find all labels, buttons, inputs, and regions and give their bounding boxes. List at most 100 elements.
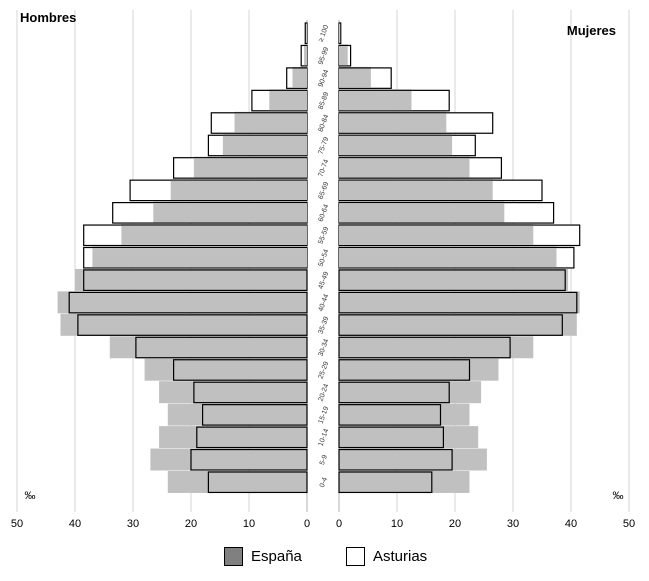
legend-swatch-espana bbox=[224, 546, 243, 566]
bar-espana-hombres-inner bbox=[121, 225, 308, 245]
bar-asturias-hombres bbox=[77, 314, 308, 336]
unit-label-right: ‰ bbox=[613, 490, 624, 502]
bar-espana-mujeres-inner bbox=[339, 248, 557, 268]
bar-espana-hombres-inner bbox=[269, 90, 307, 111]
age-label: 85-89 bbox=[318, 91, 331, 110]
bar-espana-mujeres bbox=[339, 426, 479, 449]
legend: España Asturias bbox=[0, 541, 649, 571]
bar-espana-mujeres bbox=[339, 358, 499, 381]
bar-asturias-hombres bbox=[193, 381, 308, 404]
bar-espana-hombres bbox=[150, 448, 307, 471]
tick-label-left: 50 bbox=[11, 518, 23, 530]
bar-espana-mujeres-inner bbox=[339, 113, 447, 133]
age-label: 20-24 bbox=[318, 383, 331, 402]
bar-espana-hombres-inner bbox=[170, 180, 307, 200]
bar-asturias-mujeres bbox=[338, 269, 566, 292]
tick-label-right: 10 bbox=[391, 518, 403, 530]
tick-label-right: 50 bbox=[623, 518, 635, 530]
bar-asturias-mujeres bbox=[338, 471, 433, 494]
pyramid-plot-area: ≥ 100 95-99 90-94 85-89 80-84 75-79 70-74 65-69… bbox=[11, 10, 635, 530]
bar-espana-hombres-inner bbox=[292, 68, 307, 88]
bar-espana-mujeres bbox=[339, 403, 470, 426]
title-hombres: Hombres bbox=[20, 10, 76, 25]
bar-asturias-hombres bbox=[173, 359, 308, 381]
bar-espana-hombres-inner bbox=[193, 158, 307, 178]
bar-asturias-mujeres bbox=[338, 314, 563, 336]
bar-asturias-mujeres bbox=[338, 426, 445, 449]
age-label: 80-84 bbox=[318, 114, 331, 133]
age-label: 40-44 bbox=[318, 293, 331, 312]
bar-espana-mujeres-inner bbox=[339, 68, 371, 88]
bar-asturias-hombres bbox=[68, 291, 308, 314]
tick-label-left: 10 bbox=[243, 518, 255, 530]
bar-espana-hombres bbox=[159, 426, 307, 449]
bar-asturias-hombres bbox=[83, 269, 308, 292]
age-label: 65-69 bbox=[318, 181, 331, 200]
bar-asturias-mujeres bbox=[338, 448, 453, 471]
bar-espana-hombres bbox=[167, 471, 307, 493]
bar-espana-mujeres bbox=[339, 313, 577, 336]
tick-label-left: 0 bbox=[304, 518, 310, 530]
tick-label-right: 0 bbox=[336, 518, 342, 530]
unit-label-left: ‰ bbox=[25, 490, 36, 502]
bar-espana-mujeres-inner bbox=[339, 180, 493, 200]
bar-espana-mujeres-inner bbox=[339, 225, 534, 245]
bar-espana-hombres bbox=[159, 381, 307, 404]
bar-espana-hombres bbox=[60, 313, 307, 336]
bar-espana-mujeres bbox=[339, 448, 487, 471]
tick-label-right: 20 bbox=[449, 518, 461, 530]
age-label: ≥ 100 bbox=[318, 24, 331, 43]
bar-espana-mujeres-inner bbox=[339, 135, 453, 156]
age-label: 95-99 bbox=[318, 46, 331, 65]
age-label: 25-29 bbox=[318, 361, 331, 380]
bar-asturias-mujeres bbox=[338, 404, 442, 426]
age-label: 55-59 bbox=[318, 226, 331, 245]
bar-espana-hombres-inner bbox=[92, 248, 308, 268]
age-label: 75-79 bbox=[318, 136, 331, 155]
legend-item-espana: España bbox=[224, 541, 302, 571]
legend-label-asturias: Asturias bbox=[373, 547, 428, 565]
bar-espana-mujeres bbox=[339, 291, 580, 314]
title-mujeres: Mujeres bbox=[567, 23, 616, 38]
bar-espana-hombres-inner bbox=[222, 135, 307, 156]
age-label: 90-94 bbox=[318, 69, 331, 88]
age-label: 70-74 bbox=[318, 159, 331, 178]
age-label: 35-39 bbox=[318, 316, 331, 335]
tick-label-right: 30 bbox=[507, 518, 519, 530]
bar-espana-hombres-inner bbox=[306, 23, 307, 43]
age-label: 60-64 bbox=[318, 203, 331, 222]
bar-espana-mujeres-inner bbox=[339, 46, 348, 66]
bar-espana-mujeres bbox=[339, 268, 569, 291]
bar-espana-mujeres bbox=[339, 381, 482, 404]
age-label: 0-4 bbox=[319, 477, 329, 489]
tick-label-right: 40 bbox=[565, 518, 577, 530]
bar-espana-mujeres-inner bbox=[339, 23, 341, 43]
bar-espana-mujeres-inner bbox=[339, 90, 412, 111]
bar-espana-mujeres-inner bbox=[339, 158, 470, 178]
bar-espana-mujeres bbox=[339, 471, 470, 493]
bar-espana-hombres bbox=[144, 358, 307, 381]
legend-swatch-asturias bbox=[346, 546, 365, 566]
bar-espana-hombres-inner bbox=[304, 46, 307, 66]
legend-label-espana: España bbox=[251, 547, 302, 565]
bar-espana-hombres bbox=[57, 291, 307, 314]
tick-label-left: 30 bbox=[127, 518, 139, 530]
bar-asturias-hombres bbox=[135, 336, 308, 359]
bar-espana-hombres-inner bbox=[153, 203, 307, 223]
bar-asturias-hombres bbox=[196, 426, 308, 449]
age-label: 50-54 bbox=[318, 248, 331, 267]
bar-asturias-mujeres bbox=[338, 359, 471, 381]
legend-item-asturias: Asturias bbox=[346, 541, 427, 571]
bar-espana-mujeres bbox=[339, 336, 534, 359]
age-label: 30-34 bbox=[318, 338, 331, 357]
bar-espana-hombres bbox=[109, 336, 307, 359]
bar-asturias-hombres bbox=[207, 471, 308, 494]
bar-asturias-hombres bbox=[202, 404, 308, 426]
age-label: 10-14 bbox=[318, 428, 331, 447]
bar-asturias-mujeres bbox=[338, 291, 578, 314]
bar-espana-hombres bbox=[75, 268, 307, 291]
age-label: 45-49 bbox=[318, 271, 331, 290]
bar-asturias-hombres bbox=[190, 448, 308, 471]
bar-espana-hombres-inner bbox=[234, 113, 307, 133]
